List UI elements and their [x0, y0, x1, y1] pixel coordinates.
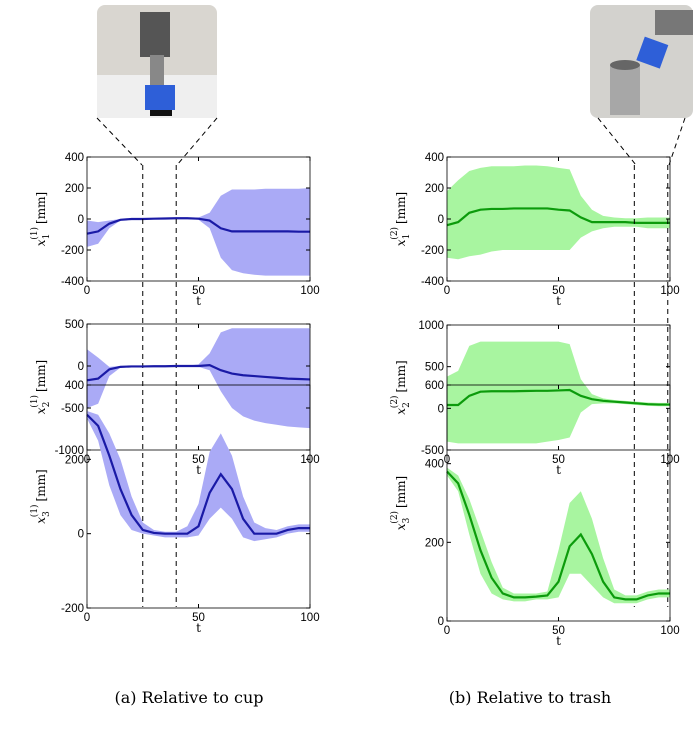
- y-tick-label: 200: [425, 183, 444, 195]
- y-axis-label: x2(2)[mm]: [389, 360, 412, 414]
- photo-connectors: [97, 118, 685, 165]
- x-tick-label: 0: [444, 285, 450, 297]
- y-tick-label: 400: [65, 152, 84, 164]
- y-tick-label: 200: [65, 454, 84, 466]
- y-label-sup: (2): [389, 227, 400, 240]
- photo-trash: [590, 5, 693, 118]
- x-axis-label: t: [556, 463, 561, 477]
- y-tick-label: 400: [65, 380, 84, 392]
- x-tick-label: 0: [84, 285, 90, 297]
- x-tick-label: 100: [660, 625, 679, 637]
- y-label-sub: 3: [42, 511, 52, 517]
- y-tick-label: 500: [425, 362, 444, 374]
- y-tick-label: 0: [438, 403, 444, 415]
- figure: (a) Relative to cup (b) Relative to tras…: [0, 0, 693, 733]
- x-axis-label: t: [196, 294, 201, 308]
- y-label-unit: [mm]: [394, 360, 408, 392]
- y-label-sub: 2: [42, 402, 52, 408]
- caption: (b) Relative to trash: [449, 688, 611, 707]
- y-label-sub: 2: [402, 402, 412, 408]
- y-tick-label: 200: [65, 183, 84, 195]
- y-tick-label: -400: [61, 276, 84, 288]
- y-tick-label: 0: [438, 214, 444, 226]
- y-tick-label: 0: [78, 214, 84, 226]
- y-tick-label: 0: [78, 529, 84, 541]
- x-axis-label: t: [556, 294, 561, 308]
- y-tick-label: 0: [78, 361, 84, 373]
- y-tick-label: 600: [425, 380, 444, 392]
- x-tick-label: 100: [300, 612, 319, 624]
- x-axis-label: t: [196, 463, 201, 477]
- y-axis-label: x3(2)[mm]: [389, 476, 412, 530]
- y-tick-label: -500: [61, 403, 84, 415]
- y-label-sub: 1: [42, 234, 52, 240]
- y-label-sup: (1): [29, 395, 40, 408]
- y-label-sup: (2): [389, 511, 400, 524]
- y-tick-label: 400: [425, 459, 444, 471]
- y-tick-label: -200: [61, 245, 84, 257]
- y-label-sup: (1): [29, 227, 40, 240]
- y-label-sup: (1): [29, 504, 40, 517]
- y-label-unit: [mm]: [394, 192, 408, 224]
- caption: (a) Relative to cup: [114, 688, 263, 707]
- y-label-sub: 1: [402, 234, 412, 240]
- x-tick-label: 100: [660, 285, 679, 297]
- y-label-unit: [mm]: [34, 360, 48, 392]
- y-axis-label: x2(1)[mm]: [29, 360, 52, 414]
- x-axis-label: t: [556, 634, 561, 648]
- y-label-sub: 3: [402, 517, 412, 523]
- y-tick-label: -200: [421, 245, 444, 257]
- band: [447, 166, 670, 260]
- y-tick-label: -400: [421, 276, 444, 288]
- y-axis-label: x1(1)[mm]: [29, 192, 52, 246]
- y-label-unit: [mm]: [394, 476, 408, 508]
- y-label-unit: [mm]: [34, 192, 48, 224]
- x-axis-label: t: [196, 621, 201, 635]
- x-tick-label: 100: [300, 285, 319, 297]
- y-tick-label: 1000: [418, 320, 444, 332]
- y-label-sup: (2): [389, 395, 400, 408]
- y-tick-label: -500: [421, 445, 444, 457]
- y-tick-label: 200: [425, 537, 444, 549]
- y-label-unit: [mm]: [34, 469, 48, 501]
- x-tick-label: 0: [84, 612, 90, 624]
- y-axis-label: x3(1)[mm]: [29, 469, 52, 523]
- y-tick-label: -200: [61, 603, 84, 615]
- y-tick-label: 400: [425, 152, 444, 164]
- x-tick-label: 0: [444, 625, 450, 637]
- photo-cup: [97, 5, 217, 118]
- y-tick-label: 500: [65, 319, 84, 331]
- y-axis-label: x1(2)[mm]: [389, 192, 412, 246]
